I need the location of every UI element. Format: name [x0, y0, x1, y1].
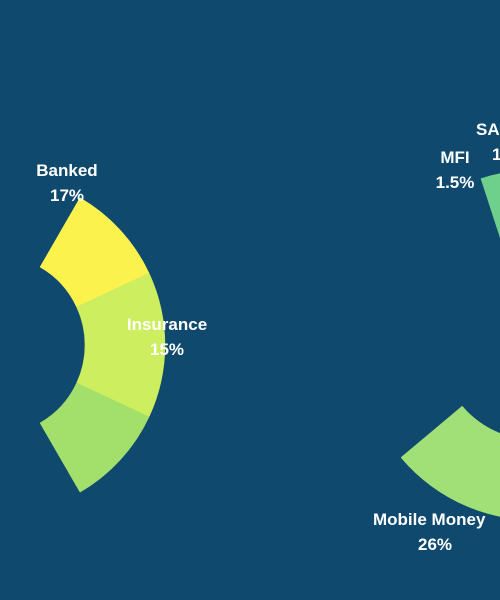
slice-unlabeled-2: [39, 382, 150, 493]
slice-value-mobile-money: 26%: [418, 535, 453, 554]
slice-name-banked: Banked: [36, 161, 98, 180]
donut-chart-right: [400, 173, 500, 517]
slice-name-insurance: Insurance: [126, 315, 208, 334]
slice-value-sa: 1: [492, 145, 500, 164]
slice-name-mfi: MFI: [440, 148, 470, 167]
slice-value-banked: 17%: [49, 186, 85, 205]
slice-value-mfi: 1.5%: [435, 173, 475, 192]
slice-label-sa: SA 1: [472, 117, 500, 167]
slice-label-insurance: Insurance 15%: [115, 312, 219, 362]
slice-mobile-money: [400, 405, 500, 517]
slice-label-mobile-money: Mobile Money 26%: [370, 507, 500, 557]
slice-name-mobile-money: Mobile Money: [373, 510, 486, 529]
slice-label-banked: Banked 17%: [25, 158, 109, 208]
slice-mfi: [480, 173, 500, 239]
donut-chart-left: [39, 197, 166, 493]
slice-label-mfi: MFI 1.5%: [425, 145, 485, 195]
slice-name-sa: SA: [476, 120, 500, 139]
slice-value-insurance: 15%: [149, 340, 185, 359]
